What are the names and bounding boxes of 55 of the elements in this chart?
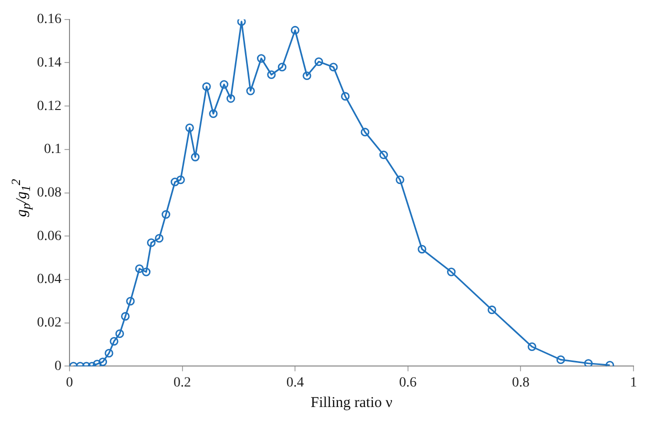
point (176, 175, 185, 184)
point (418, 244, 426, 254)
y-tick-label: 0.08 (37, 185, 62, 200)
point (329, 62, 338, 72)
point (556, 355, 566, 364)
point (237, 19, 246, 26)
x-tick-label: 0.2 (174, 375, 192, 390)
point (104, 348, 114, 358)
y-tick-label: 0.14 (37, 55, 62, 70)
point (135, 264, 144, 273)
point (379, 150, 388, 160)
point (360, 128, 370, 136)
x-tick-label: 0.8 (512, 375, 530, 390)
x-tick-label: 0 (66, 375, 73, 390)
point (528, 342, 536, 351)
point (447, 268, 456, 276)
x-tick-label: 0.6 (399, 375, 417, 390)
y-tick-label: 0.06 (37, 228, 62, 244)
point (340, 92, 350, 101)
point (154, 234, 164, 243)
point (584, 359, 593, 366)
point (488, 306, 496, 314)
point (209, 109, 218, 118)
y-tick-label: 0.1 (44, 142, 62, 158)
x-tick-label: 0.4 (286, 375, 304, 390)
point (126, 296, 135, 306)
y-tick-label: 0 (54, 358, 62, 374)
point (98, 358, 108, 366)
x-tick-label: 1 (630, 375, 637, 390)
point (92, 360, 102, 366)
point (278, 62, 286, 72)
point (290, 26, 300, 35)
point (314, 57, 324, 66)
point (226, 94, 236, 103)
point (185, 123, 194, 132)
point (267, 70, 276, 79)
point (190, 152, 200, 162)
point (115, 329, 124, 338)
point (256, 54, 266, 63)
x-axis-title: Filling ratio ν (310, 394, 393, 411)
point (170, 178, 180, 186)
point (142, 268, 151, 276)
point (146, 238, 156, 247)
point (302, 71, 312, 80)
point (121, 312, 130, 321)
point (202, 82, 211, 91)
y-tick-label: 0.04 (37, 272, 62, 288)
point (246, 86, 255, 96)
point (396, 175, 404, 184)
point (162, 210, 170, 219)
y-tick-label: 0.12 (37, 98, 62, 114)
point (220, 80, 228, 89)
y-tick-label: 0.16 (37, 12, 62, 28)
point (110, 336, 118, 346)
y-tick-label: 0.02 (37, 316, 62, 331)
